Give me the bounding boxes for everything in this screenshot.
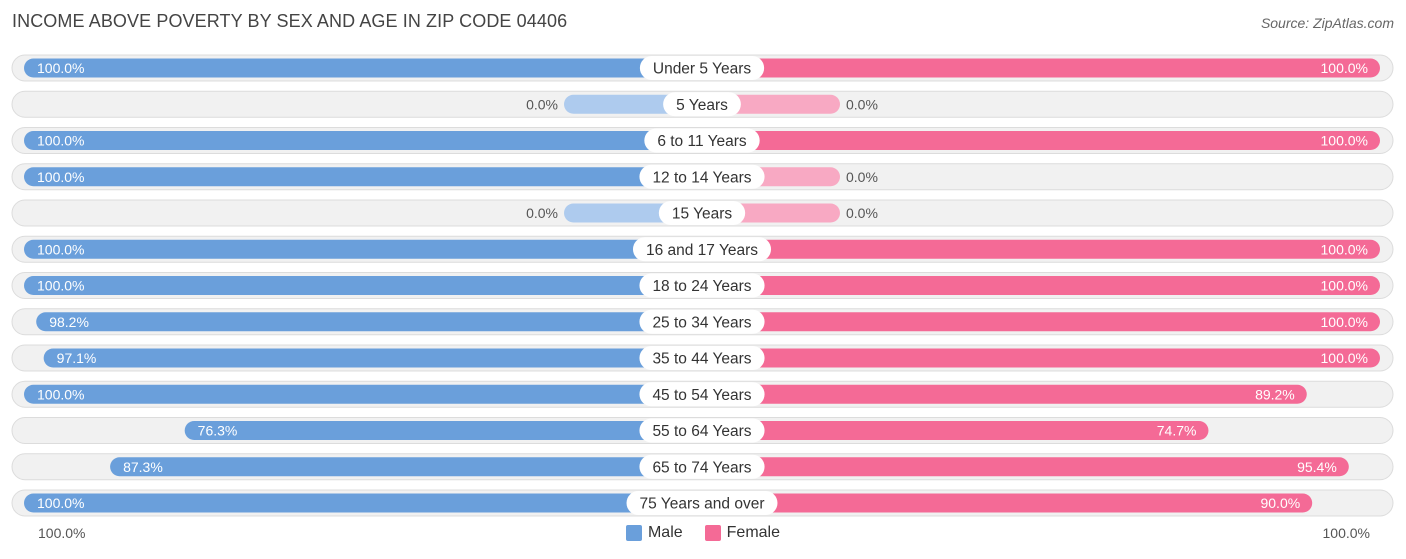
- value-label-male: 100.0%: [37, 386, 84, 402]
- value-label-male: 100.0%: [37, 133, 84, 149]
- bar-female[interactable]: [702, 58, 1380, 78]
- category-pill: [644, 128, 760, 153]
- bar-male[interactable]: [24, 58, 702, 78]
- bar-female[interactable]: [702, 131, 1380, 150]
- bar-row: 18 to 24 Years 100.0% 100.0%: [11, 272, 1394, 299]
- bar-male[interactable]: [24, 131, 702, 150]
- bar-male[interactable]: [24, 384, 702, 404]
- bar-row: 55 to 64 Years 76.3% 74.7%: [11, 417, 1394, 444]
- category-label: 55 to 64 Years: [652, 423, 751, 440]
- category-pill: [639, 164, 765, 189]
- category-label: 75 Years and over: [640, 496, 765, 513]
- bar-male[interactable]: [110, 457, 702, 477]
- value-label-female: 100.0%: [1321, 350, 1368, 366]
- legend-swatch-male: [625, 525, 642, 541]
- category-label: 5 Years: [676, 97, 728, 114]
- bar-row: 75 Years and over 100.0% 90.0%: [11, 489, 1394, 517]
- category-label: 65 to 74 Years: [652, 459, 751, 476]
- value-label-female: 0.0%: [846, 169, 878, 185]
- bar-male[interactable]: [24, 276, 702, 295]
- bar-female[interactable]: [702, 493, 1313, 513]
- bar-female[interactable]: [702, 312, 1380, 332]
- category-pill: [626, 491, 778, 515]
- chart-area: Under 5 Years 100.0% 100.0% 5 Years 0.0% 0.0%…: [11, 54, 1394, 517]
- category-pill: [639, 382, 765, 407]
- value-label-female: 90.0%: [1260, 495, 1300, 511]
- category-label: 6 to 11 Years: [657, 133, 747, 150]
- value-label-female: 100.0%: [1321, 278, 1368, 294]
- value-label-male: 98.2%: [49, 314, 89, 330]
- category-label: 15 Years: [672, 206, 733, 223]
- value-label-female: 0.0%: [846, 205, 878, 221]
- value-label-male: 0.0%: [526, 96, 558, 112]
- bar-male[interactable]: [24, 493, 702, 513]
- value-label-female: 74.7%: [1157, 423, 1197, 439]
- category-label: 18 to 24 Years: [652, 278, 751, 295]
- category-pill: [639, 346, 765, 370]
- value-label-male: 0.0%: [526, 205, 558, 221]
- value-label-male: 97.1%: [57, 350, 97, 366]
- category-label: 12 to 14 Years: [652, 169, 751, 186]
- bar-row: 15 Years 0.0% 0.0%: [11, 199, 1394, 227]
- chart-title: INCOME ABOVE POVERTY BY SEX AND AGE IN Z…: [12, 11, 568, 31]
- bar-female[interactable]: [702, 384, 1307, 404]
- axis-right-label: 100.0%: [1322, 525, 1370, 541]
- category-label: 25 to 34 Years: [652, 314, 751, 331]
- bar-female[interactable]: [702, 239, 1380, 259]
- bar-female[interactable]: [702, 421, 1209, 440]
- value-label-female: 100.0%: [1321, 241, 1368, 257]
- bar-row: 12 to 14 Years 100.0% 0.0%: [11, 163, 1394, 191]
- bar-male[interactable]: [43, 348, 703, 368]
- bar-row: 35 to 44 Years 97.1% 100.0%: [11, 344, 1394, 372]
- source-credit: Source: ZipAtlas.com: [1260, 15, 1394, 31]
- category-label: 16 and 17 Years: [646, 242, 758, 259]
- bar-row: 5 Years 0.0% 0.0%: [11, 90, 1394, 118]
- value-label-male: 100.0%: [37, 241, 84, 257]
- bar-row: 16 and 17 Years 100.0% 100.0%: [11, 235, 1394, 263]
- category-label: 35 to 44 Years: [652, 351, 751, 368]
- bar-female[interactable]: [702, 457, 1349, 477]
- bar-row: 65 to 74 Years 87.3% 95.4%: [11, 453, 1394, 481]
- bar-male[interactable]: [36, 312, 703, 332]
- value-label-female: 100.0%: [1321, 133, 1368, 149]
- category-pill: [639, 273, 765, 298]
- bar-male[interactable]: [24, 239, 702, 259]
- value-label-female: 0.0%: [846, 96, 878, 112]
- value-label-male: 100.0%: [37, 495, 84, 511]
- value-label-male: 87.3%: [123, 459, 163, 475]
- bar-row: 25 to 34 Years 98.2% 100.0%: [11, 308, 1394, 336]
- bar-male[interactable]: [184, 421, 702, 440]
- bar-row: 45 to 54 Years 100.0% 89.2%: [11, 380, 1394, 408]
- value-label-male: 100.0%: [37, 60, 84, 76]
- value-label-male: 100.0%: [37, 169, 84, 185]
- legend-swatch-female: [704, 525, 721, 541]
- category-pill: [639, 454, 765, 479]
- legend-label-male: Male: [647, 524, 683, 541]
- category-pill: [639, 56, 765, 80]
- axis-left-label: 100.0%: [38, 525, 86, 541]
- category-label: Under 5 Years: [653, 61, 751, 78]
- legend-item-male[interactable]: Male: [625, 524, 683, 542]
- category-pill: [639, 309, 765, 334]
- bar-female[interactable]: [702, 348, 1380, 368]
- value-label-female: 100.0%: [1321, 60, 1368, 76]
- bar-female[interactable]: [702, 276, 1380, 295]
- category-label: 45 to 54 Years: [652, 387, 751, 404]
- value-label-male: 76.3%: [198, 423, 238, 439]
- value-label-female: 95.4%: [1297, 459, 1337, 475]
- category-pill: [632, 237, 772, 262]
- category-pill: [639, 418, 765, 443]
- value-label-female: 89.2%: [1255, 386, 1295, 402]
- legend-item-female[interactable]: Female: [704, 524, 781, 542]
- category-pill: [658, 201, 746, 225]
- legend-label-female: Female: [726, 524, 781, 541]
- category-pill: [663, 92, 741, 117]
- bar-row: Under 5 Years 100.0% 100.0%: [11, 54, 1394, 82]
- bar-male[interactable]: [24, 167, 702, 187]
- legend: Male Female: [0, 524, 1406, 542]
- value-label-female: 100.0%: [1321, 314, 1368, 330]
- bar-row: 6 to 11 Years 100.0% 100.0%: [11, 127, 1394, 154]
- value-label-male: 100.0%: [37, 278, 84, 294]
